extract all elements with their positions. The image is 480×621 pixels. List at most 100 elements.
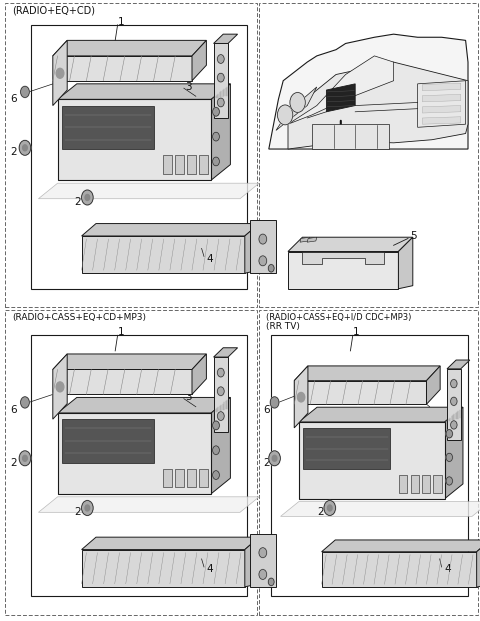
Circle shape: [217, 387, 224, 396]
Bar: [163, 469, 172, 487]
Circle shape: [327, 505, 332, 511]
Polygon shape: [294, 366, 308, 428]
Polygon shape: [422, 94, 461, 102]
Polygon shape: [307, 237, 317, 242]
Text: 3: 3: [185, 392, 192, 402]
Bar: [259, 310, 478, 615]
Bar: [31, 25, 247, 289]
Text: (RR TV): (RR TV): [266, 322, 300, 330]
Polygon shape: [294, 366, 440, 381]
Circle shape: [270, 397, 279, 408]
Circle shape: [217, 55, 224, 63]
Circle shape: [85, 194, 90, 201]
Text: 2: 2: [11, 458, 17, 468]
Bar: [199, 469, 208, 487]
Polygon shape: [53, 40, 67, 106]
Text: (RADIO+EQ+CD): (RADIO+EQ+CD): [12, 6, 95, 16]
Polygon shape: [299, 407, 463, 422]
Bar: [58, 413, 211, 494]
Circle shape: [272, 455, 277, 461]
Circle shape: [446, 453, 453, 461]
Text: 4: 4: [206, 254, 213, 264]
Polygon shape: [250, 220, 276, 273]
Circle shape: [290, 93, 305, 112]
Circle shape: [85, 505, 90, 511]
Polygon shape: [426, 366, 440, 404]
Circle shape: [259, 569, 267, 579]
Circle shape: [277, 105, 293, 125]
Circle shape: [217, 412, 224, 420]
Circle shape: [259, 234, 267, 244]
Text: 4: 4: [206, 564, 213, 574]
Bar: [410, 475, 419, 493]
Polygon shape: [288, 252, 398, 289]
Circle shape: [82, 501, 93, 515]
Circle shape: [451, 421, 457, 429]
Polygon shape: [38, 497, 259, 512]
Circle shape: [23, 145, 27, 151]
Bar: [163, 155, 172, 174]
Circle shape: [269, 451, 280, 466]
Text: 5: 5: [410, 231, 417, 241]
Circle shape: [213, 157, 219, 166]
Text: 2: 2: [317, 507, 324, 517]
Polygon shape: [326, 84, 355, 112]
Polygon shape: [269, 34, 468, 149]
Text: 2: 2: [11, 147, 17, 157]
Bar: [271, 335, 468, 596]
Circle shape: [268, 265, 274, 272]
Text: (RADIO+CASS+EQ+CD+MP3): (RADIO+CASS+EQ+CD+MP3): [12, 314, 146, 322]
Bar: [5, 3, 257, 307]
Polygon shape: [82, 224, 259, 236]
Polygon shape: [214, 43, 228, 118]
Polygon shape: [300, 237, 310, 242]
Text: (RADIO+CASS+EQ+I/D CDC+MP3): (RADIO+CASS+EQ+I/D CDC+MP3): [266, 314, 412, 322]
Text: 1: 1: [118, 17, 124, 27]
Bar: [399, 475, 408, 493]
Text: 1: 1: [118, 327, 124, 337]
Circle shape: [213, 421, 219, 430]
Bar: [58, 99, 211, 180]
Polygon shape: [250, 534, 276, 587]
Polygon shape: [288, 62, 468, 149]
Polygon shape: [53, 40, 206, 56]
Text: 2: 2: [74, 197, 81, 207]
Polygon shape: [422, 117, 461, 124]
Bar: [62, 419, 154, 463]
Text: 6: 6: [11, 94, 17, 104]
Polygon shape: [312, 124, 389, 149]
Polygon shape: [245, 537, 259, 587]
Polygon shape: [53, 369, 192, 394]
Bar: [187, 469, 196, 487]
Polygon shape: [444, 407, 463, 499]
Polygon shape: [192, 354, 206, 394]
Bar: [187, 155, 196, 174]
Bar: [31, 335, 247, 596]
Circle shape: [217, 98, 224, 107]
Polygon shape: [422, 106, 461, 113]
Bar: [299, 422, 444, 499]
Polygon shape: [58, 84, 230, 99]
Circle shape: [21, 397, 29, 408]
Text: 3: 3: [185, 82, 192, 92]
Circle shape: [259, 256, 267, 266]
Bar: [175, 155, 184, 174]
Circle shape: [213, 471, 219, 479]
Text: 1: 1: [353, 327, 360, 337]
Text: 6: 6: [263, 405, 270, 415]
Circle shape: [213, 132, 219, 141]
Polygon shape: [214, 357, 228, 432]
Polygon shape: [214, 34, 238, 43]
Circle shape: [213, 107, 219, 116]
Circle shape: [21, 86, 29, 97]
Circle shape: [56, 382, 64, 392]
Circle shape: [451, 379, 457, 388]
Polygon shape: [82, 537, 259, 550]
Bar: [175, 469, 184, 487]
Polygon shape: [53, 354, 67, 419]
Circle shape: [217, 73, 224, 82]
Text: 6: 6: [11, 405, 17, 415]
Polygon shape: [288, 56, 394, 124]
Bar: [433, 475, 442, 493]
Polygon shape: [53, 56, 192, 81]
